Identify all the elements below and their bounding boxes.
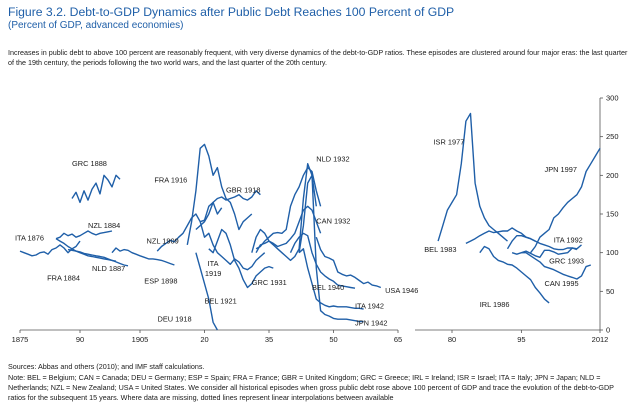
series-layer xyxy=(19,112,601,331)
y-tick-label: 150 xyxy=(606,210,619,219)
abbreviations-note: Note: BEL = Belgium; CAN = Canada; DEU =… xyxy=(8,373,614,402)
series-line-nld-1887 xyxy=(67,248,129,267)
series-labels-layer: ITA 1876 GRC 1888 NZL 1884 FRA 1884 NLD 1887… xyxy=(15,137,584,327)
x-tick-label: 1875 xyxy=(12,335,29,344)
series-label: 1919 xyxy=(205,269,221,278)
series-line-grc-1888 xyxy=(71,174,121,204)
figure-caption: Increases in public debt to above 100 pe… xyxy=(8,48,628,67)
series-line-bel-1921 xyxy=(208,228,274,289)
x-tick-label: 50 xyxy=(329,335,337,344)
series-line-isr-1977 xyxy=(437,112,508,242)
series-line-fra-1884 xyxy=(55,238,117,262)
series-label: BEL 1983 xyxy=(424,245,456,254)
series-label: GBR 1918 xyxy=(226,185,261,194)
y-tick-label: 100 xyxy=(606,248,619,257)
x-tick-label: 65 xyxy=(394,335,402,344)
series-label: NLD 1932 xyxy=(316,154,349,163)
y-tick-label: 0 xyxy=(606,326,610,335)
series-label: GRC 1888 xyxy=(72,159,107,168)
y-tick-label: 250 xyxy=(606,132,619,141)
series-line-irl-1986 xyxy=(479,245,550,304)
series-label: USA 1946 xyxy=(385,286,418,295)
series-line-grc-1931 xyxy=(251,162,317,262)
series-line-can-1932 xyxy=(255,205,322,254)
series-line-nld-1932 xyxy=(255,166,322,250)
series-label: NZL 1884 xyxy=(88,221,120,230)
x-tick-label: 20 xyxy=(200,335,208,344)
series-line-deu-1918 xyxy=(195,252,219,331)
figure-title: Figure 3.2. Debt-to-GDP Dynamics after P… xyxy=(8,5,455,19)
x-tick-label: 95 xyxy=(517,335,525,344)
series-line-jpn-1997 xyxy=(530,147,601,254)
series-label: FRA 1916 xyxy=(154,175,187,184)
series-line-ita-1919 xyxy=(199,221,266,271)
series-label: CAN 1932 xyxy=(316,216,350,225)
x-tick-label: 80 xyxy=(448,335,456,344)
series-label: ESP 1898 xyxy=(144,277,177,286)
x-tick-label: 1905 xyxy=(132,335,149,344)
series-line-bel-1983 xyxy=(465,227,536,245)
figure-subtitle: (Percent of GDP, advanced economies) xyxy=(8,20,184,31)
series-label: DEU 1918 xyxy=(157,314,191,323)
series-label: NZL 1909 xyxy=(147,236,179,245)
series-label: ITA 1876 xyxy=(15,233,44,242)
y-tick-label: 200 xyxy=(606,171,619,180)
series-label: CAN 1995 xyxy=(545,279,579,288)
series-line-grc-1993 xyxy=(511,244,582,258)
series-line-ita-1876 xyxy=(19,240,81,257)
series-label: GRC 1993 xyxy=(549,256,584,265)
series-label: ITA 1942 xyxy=(355,301,384,310)
series-label: BEL 1921 xyxy=(205,297,237,306)
series-label: GRC 1931 xyxy=(252,278,287,287)
series-line-ita-1942 xyxy=(298,248,364,310)
series-label: NLD 1887 xyxy=(92,264,125,273)
y-tick-label: 300 xyxy=(606,94,619,103)
series-line-nzl-1884 xyxy=(55,230,113,240)
series-line-nzl-1909 xyxy=(156,201,223,252)
series-line-jpn-1942 xyxy=(298,174,364,323)
series-label: JPN 1942 xyxy=(355,318,387,327)
x-tick-label: 90 xyxy=(76,335,84,344)
series-line-can-1995 xyxy=(521,251,592,280)
series-label: JPN 1997 xyxy=(545,165,577,174)
series-label: FRA 1884 xyxy=(47,274,80,283)
x-tick-label: 35 xyxy=(265,335,273,344)
series-label: ISR 1977 xyxy=(434,137,465,146)
sources-note: Sources: Abbas and others (2010); and IM… xyxy=(8,362,205,371)
series-line-fra-1916 xyxy=(186,143,253,246)
series-line-esp-1898 xyxy=(111,247,175,266)
series-label: ITA xyxy=(208,259,219,268)
y-tick-label: 50 xyxy=(606,287,614,296)
x-tick-label: 2012 xyxy=(592,335,609,344)
series-label: IRL 1986 xyxy=(480,300,510,309)
series-label: ITA 1992 xyxy=(554,236,583,245)
series-line-ita-1992 xyxy=(506,234,578,251)
series-line-usa-1946 xyxy=(315,236,382,289)
series-line-gbr-1918 xyxy=(195,190,261,231)
series-label: BEL 1940 xyxy=(312,283,344,292)
